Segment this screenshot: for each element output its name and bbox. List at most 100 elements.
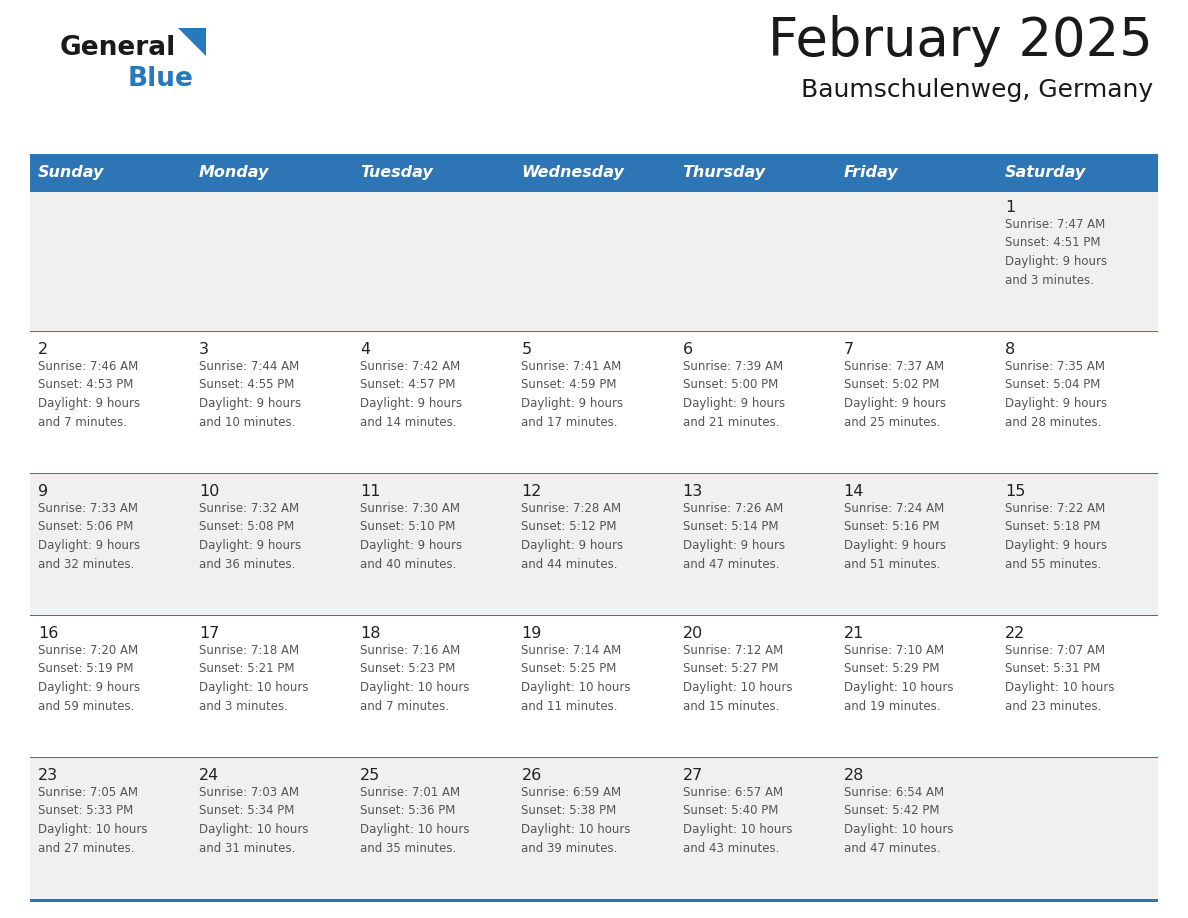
Text: Sunrise: 7:46 AM
Sunset: 4:53 PM
Daylight: 9 hours
and 7 minutes.: Sunrise: 7:46 AM Sunset: 4:53 PM Dayligh… bbox=[38, 360, 140, 429]
Text: Sunrise: 7:42 AM
Sunset: 4:57 PM
Daylight: 9 hours
and 14 minutes.: Sunrise: 7:42 AM Sunset: 4:57 PM Dayligh… bbox=[360, 360, 462, 429]
Bar bbox=[30, 474, 191, 616]
Text: 22: 22 bbox=[1005, 626, 1025, 641]
Bar bbox=[835, 758, 997, 900]
Bar bbox=[30, 332, 191, 474]
Text: Sunrise: 7:12 AM
Sunset: 5:27 PM
Daylight: 10 hours
and 15 minutes.: Sunrise: 7:12 AM Sunset: 5:27 PM Dayligh… bbox=[683, 644, 792, 712]
Bar bbox=[353, 616, 513, 758]
Bar bbox=[997, 190, 1158, 332]
Text: Sunrise: 7:35 AM
Sunset: 5:04 PM
Daylight: 9 hours
and 28 minutes.: Sunrise: 7:35 AM Sunset: 5:04 PM Dayligh… bbox=[1005, 360, 1107, 429]
Text: Sunrise: 7:16 AM
Sunset: 5:23 PM
Daylight: 10 hours
and 7 minutes.: Sunrise: 7:16 AM Sunset: 5:23 PM Dayligh… bbox=[360, 644, 469, 712]
Text: 9: 9 bbox=[38, 484, 49, 499]
Text: Sunrise: 7:37 AM
Sunset: 5:02 PM
Daylight: 9 hours
and 25 minutes.: Sunrise: 7:37 AM Sunset: 5:02 PM Dayligh… bbox=[843, 360, 946, 429]
Bar bbox=[30, 189, 1158, 192]
Bar bbox=[675, 332, 835, 474]
Text: 16: 16 bbox=[38, 626, 58, 641]
Text: Sunrise: 7:03 AM
Sunset: 5:34 PM
Daylight: 10 hours
and 31 minutes.: Sunrise: 7:03 AM Sunset: 5:34 PM Dayligh… bbox=[200, 786, 309, 855]
Text: 6: 6 bbox=[683, 342, 693, 357]
Text: 14: 14 bbox=[843, 484, 864, 499]
Bar bbox=[191, 758, 353, 900]
Text: 19: 19 bbox=[522, 626, 542, 641]
Text: Sunrise: 7:28 AM
Sunset: 5:12 PM
Daylight: 9 hours
and 44 minutes.: Sunrise: 7:28 AM Sunset: 5:12 PM Dayligh… bbox=[522, 502, 624, 570]
Bar bbox=[835, 616, 997, 758]
Text: Sunrise: 7:07 AM
Sunset: 5:31 PM
Daylight: 10 hours
and 23 minutes.: Sunrise: 7:07 AM Sunset: 5:31 PM Dayligh… bbox=[1005, 644, 1114, 712]
Text: Tuesday: Tuesday bbox=[360, 165, 434, 180]
Bar bbox=[353, 474, 513, 616]
Text: Sunrise: 7:10 AM
Sunset: 5:29 PM
Daylight: 10 hours
and 19 minutes.: Sunrise: 7:10 AM Sunset: 5:29 PM Dayligh… bbox=[843, 644, 953, 712]
Bar bbox=[353, 758, 513, 900]
Bar bbox=[675, 190, 835, 332]
Bar bbox=[30, 331, 1158, 333]
Text: Sunrise: 7:47 AM
Sunset: 4:51 PM
Daylight: 9 hours
and 3 minutes.: Sunrise: 7:47 AM Sunset: 4:51 PM Dayligh… bbox=[1005, 218, 1107, 286]
Bar bbox=[835, 190, 997, 332]
Bar bbox=[30, 616, 191, 758]
Text: 25: 25 bbox=[360, 768, 380, 783]
Text: Baumschulenweg, Germany: Baumschulenweg, Germany bbox=[801, 78, 1154, 102]
Bar bbox=[997, 474, 1158, 616]
Text: 18: 18 bbox=[360, 626, 381, 641]
Bar bbox=[513, 758, 675, 900]
Text: 27: 27 bbox=[683, 768, 703, 783]
Bar bbox=[835, 155, 997, 190]
Text: 23: 23 bbox=[38, 768, 58, 783]
Text: Sunrise: 7:44 AM
Sunset: 4:55 PM
Daylight: 9 hours
and 10 minutes.: Sunrise: 7:44 AM Sunset: 4:55 PM Dayligh… bbox=[200, 360, 302, 429]
Polygon shape bbox=[178, 28, 206, 56]
Text: Sunrise: 7:18 AM
Sunset: 5:21 PM
Daylight: 10 hours
and 3 minutes.: Sunrise: 7:18 AM Sunset: 5:21 PM Dayligh… bbox=[200, 644, 309, 712]
Bar bbox=[997, 332, 1158, 474]
Text: Sunrise: 7:26 AM
Sunset: 5:14 PM
Daylight: 9 hours
and 47 minutes.: Sunrise: 7:26 AM Sunset: 5:14 PM Dayligh… bbox=[683, 502, 785, 570]
Text: Sunrise: 7:30 AM
Sunset: 5:10 PM
Daylight: 9 hours
and 40 minutes.: Sunrise: 7:30 AM Sunset: 5:10 PM Dayligh… bbox=[360, 502, 462, 570]
Bar bbox=[191, 155, 353, 190]
Text: Sunrise: 6:54 AM
Sunset: 5:42 PM
Daylight: 10 hours
and 47 minutes.: Sunrise: 6:54 AM Sunset: 5:42 PM Dayligh… bbox=[843, 786, 953, 855]
Text: Sunrise: 7:32 AM
Sunset: 5:08 PM
Daylight: 9 hours
and 36 minutes.: Sunrise: 7:32 AM Sunset: 5:08 PM Dayligh… bbox=[200, 502, 302, 570]
Bar bbox=[513, 616, 675, 758]
Text: 2: 2 bbox=[38, 342, 49, 357]
Text: 21: 21 bbox=[843, 626, 864, 641]
Bar bbox=[675, 474, 835, 616]
Text: Sunrise: 6:59 AM
Sunset: 5:38 PM
Daylight: 10 hours
and 39 minutes.: Sunrise: 6:59 AM Sunset: 5:38 PM Dayligh… bbox=[522, 786, 631, 855]
Text: 1: 1 bbox=[1005, 200, 1015, 215]
Text: 26: 26 bbox=[522, 768, 542, 783]
Text: Sunrise: 7:14 AM
Sunset: 5:25 PM
Daylight: 10 hours
and 11 minutes.: Sunrise: 7:14 AM Sunset: 5:25 PM Dayligh… bbox=[522, 644, 631, 712]
Text: General: General bbox=[61, 35, 176, 61]
Bar bbox=[513, 155, 675, 190]
Bar bbox=[353, 155, 513, 190]
Text: 4: 4 bbox=[360, 342, 371, 357]
Text: 3: 3 bbox=[200, 342, 209, 357]
Bar bbox=[191, 190, 353, 332]
Bar bbox=[30, 155, 191, 190]
Text: Sunrise: 7:33 AM
Sunset: 5:06 PM
Daylight: 9 hours
and 32 minutes.: Sunrise: 7:33 AM Sunset: 5:06 PM Dayligh… bbox=[38, 502, 140, 570]
Text: 17: 17 bbox=[200, 626, 220, 641]
Bar bbox=[835, 474, 997, 616]
Text: 15: 15 bbox=[1005, 484, 1025, 499]
Text: 28: 28 bbox=[843, 768, 864, 783]
Bar bbox=[513, 190, 675, 332]
Text: Blue: Blue bbox=[128, 66, 194, 92]
Text: Monday: Monday bbox=[200, 165, 270, 180]
Text: Wednesday: Wednesday bbox=[522, 165, 625, 180]
Text: Sunrise: 7:41 AM
Sunset: 4:59 PM
Daylight: 9 hours
and 17 minutes.: Sunrise: 7:41 AM Sunset: 4:59 PM Dayligh… bbox=[522, 360, 624, 429]
Text: February 2025: February 2025 bbox=[769, 15, 1154, 67]
Bar bbox=[675, 155, 835, 190]
Text: 24: 24 bbox=[200, 768, 220, 783]
Text: Sunrise: 7:01 AM
Sunset: 5:36 PM
Daylight: 10 hours
and 35 minutes.: Sunrise: 7:01 AM Sunset: 5:36 PM Dayligh… bbox=[360, 786, 469, 855]
Text: Sunday: Sunday bbox=[38, 165, 105, 180]
Text: Thursday: Thursday bbox=[683, 165, 766, 180]
FancyBboxPatch shape bbox=[30, 154, 1158, 159]
Text: 8: 8 bbox=[1005, 342, 1015, 357]
Text: 5: 5 bbox=[522, 342, 531, 357]
Text: Sunrise: 7:39 AM
Sunset: 5:00 PM
Daylight: 9 hours
and 21 minutes.: Sunrise: 7:39 AM Sunset: 5:00 PM Dayligh… bbox=[683, 360, 785, 429]
Text: Friday: Friday bbox=[843, 165, 898, 180]
Text: 13: 13 bbox=[683, 484, 703, 499]
Text: Sunrise: 7:20 AM
Sunset: 5:19 PM
Daylight: 9 hours
and 59 minutes.: Sunrise: 7:20 AM Sunset: 5:19 PM Dayligh… bbox=[38, 644, 140, 712]
Bar bbox=[513, 474, 675, 616]
Text: 20: 20 bbox=[683, 626, 703, 641]
Text: Saturday: Saturday bbox=[1005, 165, 1086, 180]
Text: Sunrise: 6:57 AM
Sunset: 5:40 PM
Daylight: 10 hours
and 43 minutes.: Sunrise: 6:57 AM Sunset: 5:40 PM Dayligh… bbox=[683, 786, 792, 855]
Bar bbox=[30, 615, 1158, 618]
Bar bbox=[30, 758, 191, 900]
Text: Sunrise: 7:24 AM
Sunset: 5:16 PM
Daylight: 9 hours
and 51 minutes.: Sunrise: 7:24 AM Sunset: 5:16 PM Dayligh… bbox=[843, 502, 946, 570]
Bar bbox=[835, 332, 997, 474]
Bar bbox=[675, 758, 835, 900]
Bar bbox=[191, 474, 353, 616]
Text: 11: 11 bbox=[360, 484, 381, 499]
Bar bbox=[191, 332, 353, 474]
